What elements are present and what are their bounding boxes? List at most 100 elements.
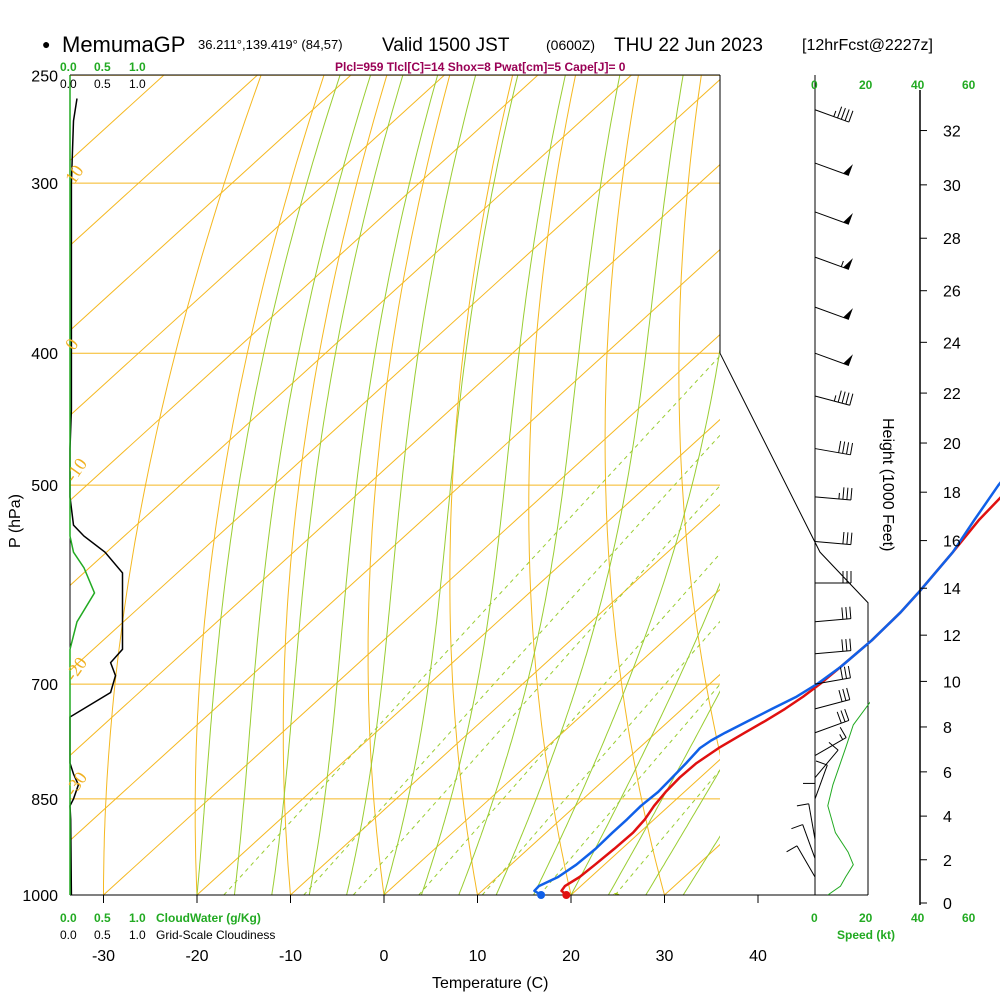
barb-shaft [814, 650, 851, 655]
wind-speed-line [827, 701, 870, 895]
barb-shaft [814, 618, 851, 623]
temperature-surface-marker [562, 891, 571, 899]
barb-flag [849, 442, 854, 455]
barb-flag [844, 109, 850, 121]
mixing-ratio-label: 2 [295, 895, 311, 908]
height-tick-label: 28 [943, 231, 961, 248]
mixing-ratio-line [614, 769, 720, 895]
barb-flag [845, 392, 850, 405]
dry-adiabat [678, 75, 720, 757]
moist-adiabat [420, 75, 566, 895]
height-tick-label: 2 [943, 853, 952, 870]
wind-barb [814, 638, 852, 655]
cloud-profiles [69, 75, 124, 896]
barb-flag [840, 710, 846, 722]
mixing-ratio-line [418, 553, 720, 895]
valid-date: THU 22 Jun 2023 [614, 35, 763, 56]
model-name: MemumaGP [62, 32, 185, 57]
barb-flag [849, 606, 852, 619]
dry-adiabat [367, 75, 451, 895]
isotherm-line [196, 418, 720, 895]
cloudiness-scale-bottom-2: 1.0 [129, 928, 146, 942]
barb-pennant [843, 308, 853, 320]
mixing-ratio-label: 20 [606, 890, 625, 909]
height-tick-label: 12 [943, 628, 961, 645]
isotherm-line [70, 163, 720, 757]
temperature-line [560, 496, 1000, 896]
barb-flag [837, 390, 842, 403]
barb-shaft [814, 256, 849, 270]
moist-adiabat [645, 769, 720, 895]
mixing-ratio-lines: 1 2 3 5 8 12 20 [223, 355, 720, 909]
wind-barb [814, 306, 853, 320]
cloudwater-scale-top-2: 1.0 [129, 60, 146, 74]
y-tick-label: 300 [31, 176, 58, 193]
location-coords: 36.211°,139.419° (84,57) [198, 37, 343, 52]
speed-scale-top-1: 20 [859, 78, 873, 92]
barb-flag [845, 607, 848, 620]
isotherm-line [70, 75, 352, 332]
wind-barb [814, 760, 828, 800]
chart-header: ● MemumaGP 36.211°,139.419° (84,57) Vali… [42, 32, 933, 57]
speed-scale-bottom-1: 20 [859, 911, 873, 925]
x-tick-label: -30 [92, 948, 115, 965]
isotherm-line [70, 75, 446, 417]
frame-right-slope [719, 352, 869, 895]
wind-barb [814, 487, 853, 501]
cloudiness-scale-top-1: 0.5 [94, 77, 111, 91]
barb-flag [849, 638, 852, 651]
cloudiness-label: Grid-Scale Cloudiness [156, 928, 275, 942]
barb-flag [844, 708, 850, 721]
dry-adiabat [604, 75, 666, 895]
height-tick-label: 6 [943, 765, 952, 782]
y-axis-label: P (hPa) [7, 494, 24, 548]
barb-shaft [814, 306, 849, 320]
dry-adiabat [103, 75, 262, 895]
barb-flag [848, 110, 854, 123]
isotherm-line [476, 673, 720, 895]
barb-flag [841, 639, 844, 652]
cloudwater-scale-bottom-2: 1.0 [129, 911, 146, 925]
mixing-ratio-label: 3 [344, 895, 360, 908]
height-tick-label: 24 [943, 335, 961, 352]
isotherm-line [70, 75, 539, 502]
isotherm-lines [70, 75, 720, 895]
barb-pennant [843, 258, 853, 270]
barb-pennant [843, 354, 853, 366]
barb-flag [842, 487, 845, 500]
barb-shaft [814, 749, 839, 778]
moist-adiabat [458, 75, 621, 895]
isotherm-line [70, 75, 165, 162]
y-tick-label: 500 [31, 478, 58, 495]
wind-barb [786, 845, 816, 878]
dry-adiabat [528, 75, 577, 895]
wind-barb [814, 352, 853, 366]
barb-flag [836, 711, 842, 724]
barb-flag [846, 687, 851, 700]
wind-barb [803, 782, 816, 820]
speed-scale-top-0: 0 [811, 78, 818, 92]
wind-barb [814, 531, 853, 546]
mixing-ratio-line [352, 484, 720, 895]
barb-shaft [814, 352, 849, 366]
wind-barb [814, 106, 854, 123]
moist-adiabat [383, 75, 519, 895]
isotherm-line [289, 503, 720, 895]
mixing-ratio-label: 5 [410, 895, 426, 908]
moist-adiabat [607, 690, 720, 895]
cloudiness-scale-top-0: 0.0 [60, 77, 77, 91]
barb-flag [845, 638, 848, 652]
dry-adiabat-lines [103, 75, 720, 895]
barb-flag [840, 107, 846, 120]
barb-flag [839, 726, 847, 738]
isotherm-label: -10 [61, 454, 91, 485]
barb-flag [842, 688, 847, 701]
barb-shaft [808, 803, 816, 840]
dry-adiabat [282, 75, 388, 895]
barb-flag [849, 393, 854, 406]
wind-barb [814, 741, 839, 778]
cloudwater-label: CloudWater (g/Kg) [156, 911, 261, 925]
x-tick-label: 10 [469, 948, 487, 965]
isotherm-line [70, 78, 720, 672]
speed-scale-bottom: 0 20 40 60 Speed (kt) [811, 911, 976, 942]
